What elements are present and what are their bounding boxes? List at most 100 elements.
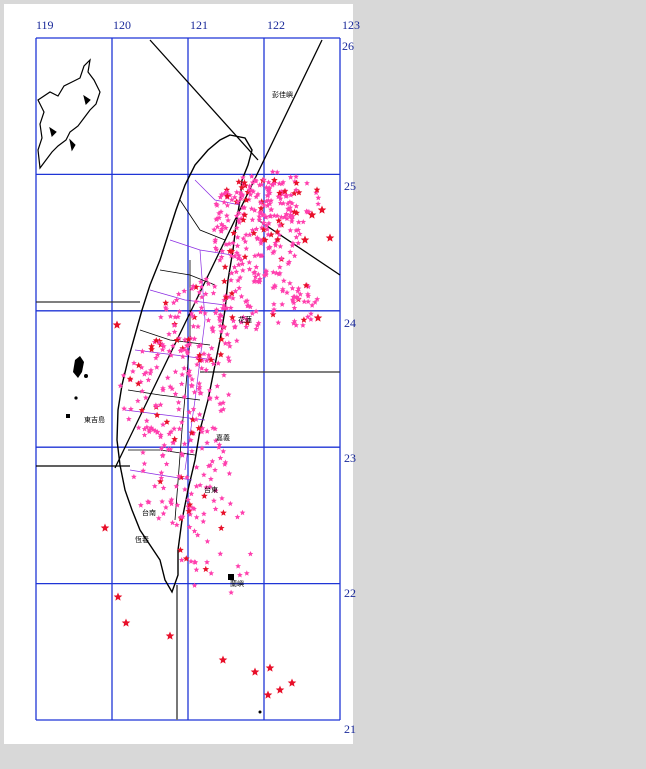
- epicenter-star: [249, 179, 256, 185]
- epicenter-star: [184, 342, 191, 348]
- epicenter-star: [250, 188, 257, 194]
- epicenter-star: [313, 189, 319, 196]
- epicenter-star: [272, 283, 278, 290]
- epicenter-star: [178, 347, 185, 353]
- epicenter-star: [263, 214, 269, 220]
- epicenter-star: [315, 194, 322, 201]
- epicenter-star: [263, 267, 269, 274]
- epicenter-star: [160, 452, 166, 458]
- epicenter-star: [196, 356, 204, 364]
- epicenter-star: [222, 340, 229, 346]
- epicenter-star: [221, 277, 228, 285]
- epicenter-star: [302, 282, 310, 289]
- epicenter-star: [193, 483, 200, 489]
- epicenter-star: [246, 231, 253, 238]
- epicenter-star: [220, 223, 226, 229]
- epicenter-star: [287, 199, 293, 205]
- epicenter-star: [275, 217, 283, 224]
- epicenter-star: [253, 308, 259, 314]
- epicenter-star: [266, 220, 272, 226]
- epicenter-star: [246, 259, 253, 265]
- epicenter-star: [162, 299, 170, 306]
- epicenter-star: [216, 441, 223, 448]
- epicenter-star: [173, 483, 180, 489]
- epicenter-star: [160, 510, 167, 516]
- eastern-islets: [228, 574, 262, 714]
- epicenter-star: [234, 337, 240, 344]
- epicenter-star: [221, 372, 227, 378]
- epicenter-star: [197, 389, 203, 396]
- epicenter-star: [197, 309, 204, 315]
- epicenter-star: [277, 195, 284, 202]
- epicenter-star: [285, 206, 292, 213]
- epicenter-star: [243, 319, 251, 326]
- place-label: 台南: [142, 508, 156, 517]
- epicenter-star: [168, 352, 174, 358]
- epicenter-star: [143, 417, 150, 424]
- epicenter-star: [288, 192, 294, 198]
- epicenter-star: [279, 301, 286, 307]
- penghu-islands: [66, 356, 88, 418]
- epicenter-star: [276, 180, 283, 187]
- epicenter-star: [244, 302, 251, 309]
- epicenter-star: [297, 291, 304, 297]
- epicenter-star: [140, 467, 146, 474]
- epicenter-star: [178, 557, 185, 563]
- epicenter-star: [172, 391, 179, 397]
- epicenter-star: [236, 219, 243, 225]
- epicenter-star: [207, 356, 215, 363]
- epicenter-star: [196, 386, 202, 392]
- epicenter-star: [209, 458, 216, 464]
- epicenter-star: [226, 343, 233, 349]
- epicenter-star: [232, 288, 239, 294]
- epicenter-star: [270, 284, 276, 291]
- epicenter-star: [217, 400, 223, 407]
- epicenter-star: [281, 188, 289, 195]
- epicenter-star: [246, 183, 253, 189]
- epicenter-star: [300, 219, 307, 225]
- epicenter-star: [251, 269, 258, 275]
- epicenter-star: [158, 469, 165, 476]
- epicenter-star: [146, 499, 152, 505]
- epicenter-star: [173, 522, 180, 528]
- epicenter-star: [287, 678, 297, 687]
- epicenter-star: [291, 300, 297, 306]
- epicenter-star: [307, 210, 317, 219]
- epicenter-star: [182, 486, 188, 492]
- epicenter-star: [191, 313, 198, 321]
- epicenter-star: [211, 283, 218, 289]
- epicenter-star: [291, 252, 298, 259]
- epicenter-star: [261, 202, 267, 208]
- epicenter-star: [229, 314, 236, 321]
- epicenter-star: [188, 490, 195, 497]
- epicenter-star: [185, 336, 192, 343]
- lon-label-122: 122: [267, 18, 285, 32]
- epicenter-star: [252, 273, 259, 280]
- epicenter-star: [281, 277, 287, 284]
- epicenter-star: [228, 252, 235, 259]
- epicenter-star: [171, 322, 178, 328]
- epicenter-star: [166, 348, 173, 354]
- epicenter-star: [167, 446, 174, 452]
- epicenter-star: [241, 182, 249, 189]
- epicenter-star: [216, 210, 222, 216]
- epicenter-star: [181, 393, 188, 400]
- epicenter-markers: [100, 168, 335, 699]
- epicenter-star: [249, 187, 255, 194]
- epicenter-star: [191, 389, 198, 395]
- epicenter-star: [259, 224, 265, 231]
- epicenter-star: [221, 190, 228, 197]
- epicenter-star: [293, 234, 300, 240]
- epicenter-star: [226, 357, 233, 364]
- epicenter-star: [290, 294, 297, 300]
- epicenter-star: [189, 376, 195, 382]
- epicenter-star: [218, 191, 225, 198]
- epicenter-star: [266, 244, 273, 250]
- epicenter-star: [277, 200, 284, 206]
- epicenter-star: [237, 274, 244, 280]
- epicenter-star: [186, 501, 194, 508]
- epicenter-star: [146, 428, 153, 435]
- epicenter-star: [278, 214, 285, 220]
- epicenter-star: [218, 407, 224, 414]
- epicenter-star: [203, 484, 210, 490]
